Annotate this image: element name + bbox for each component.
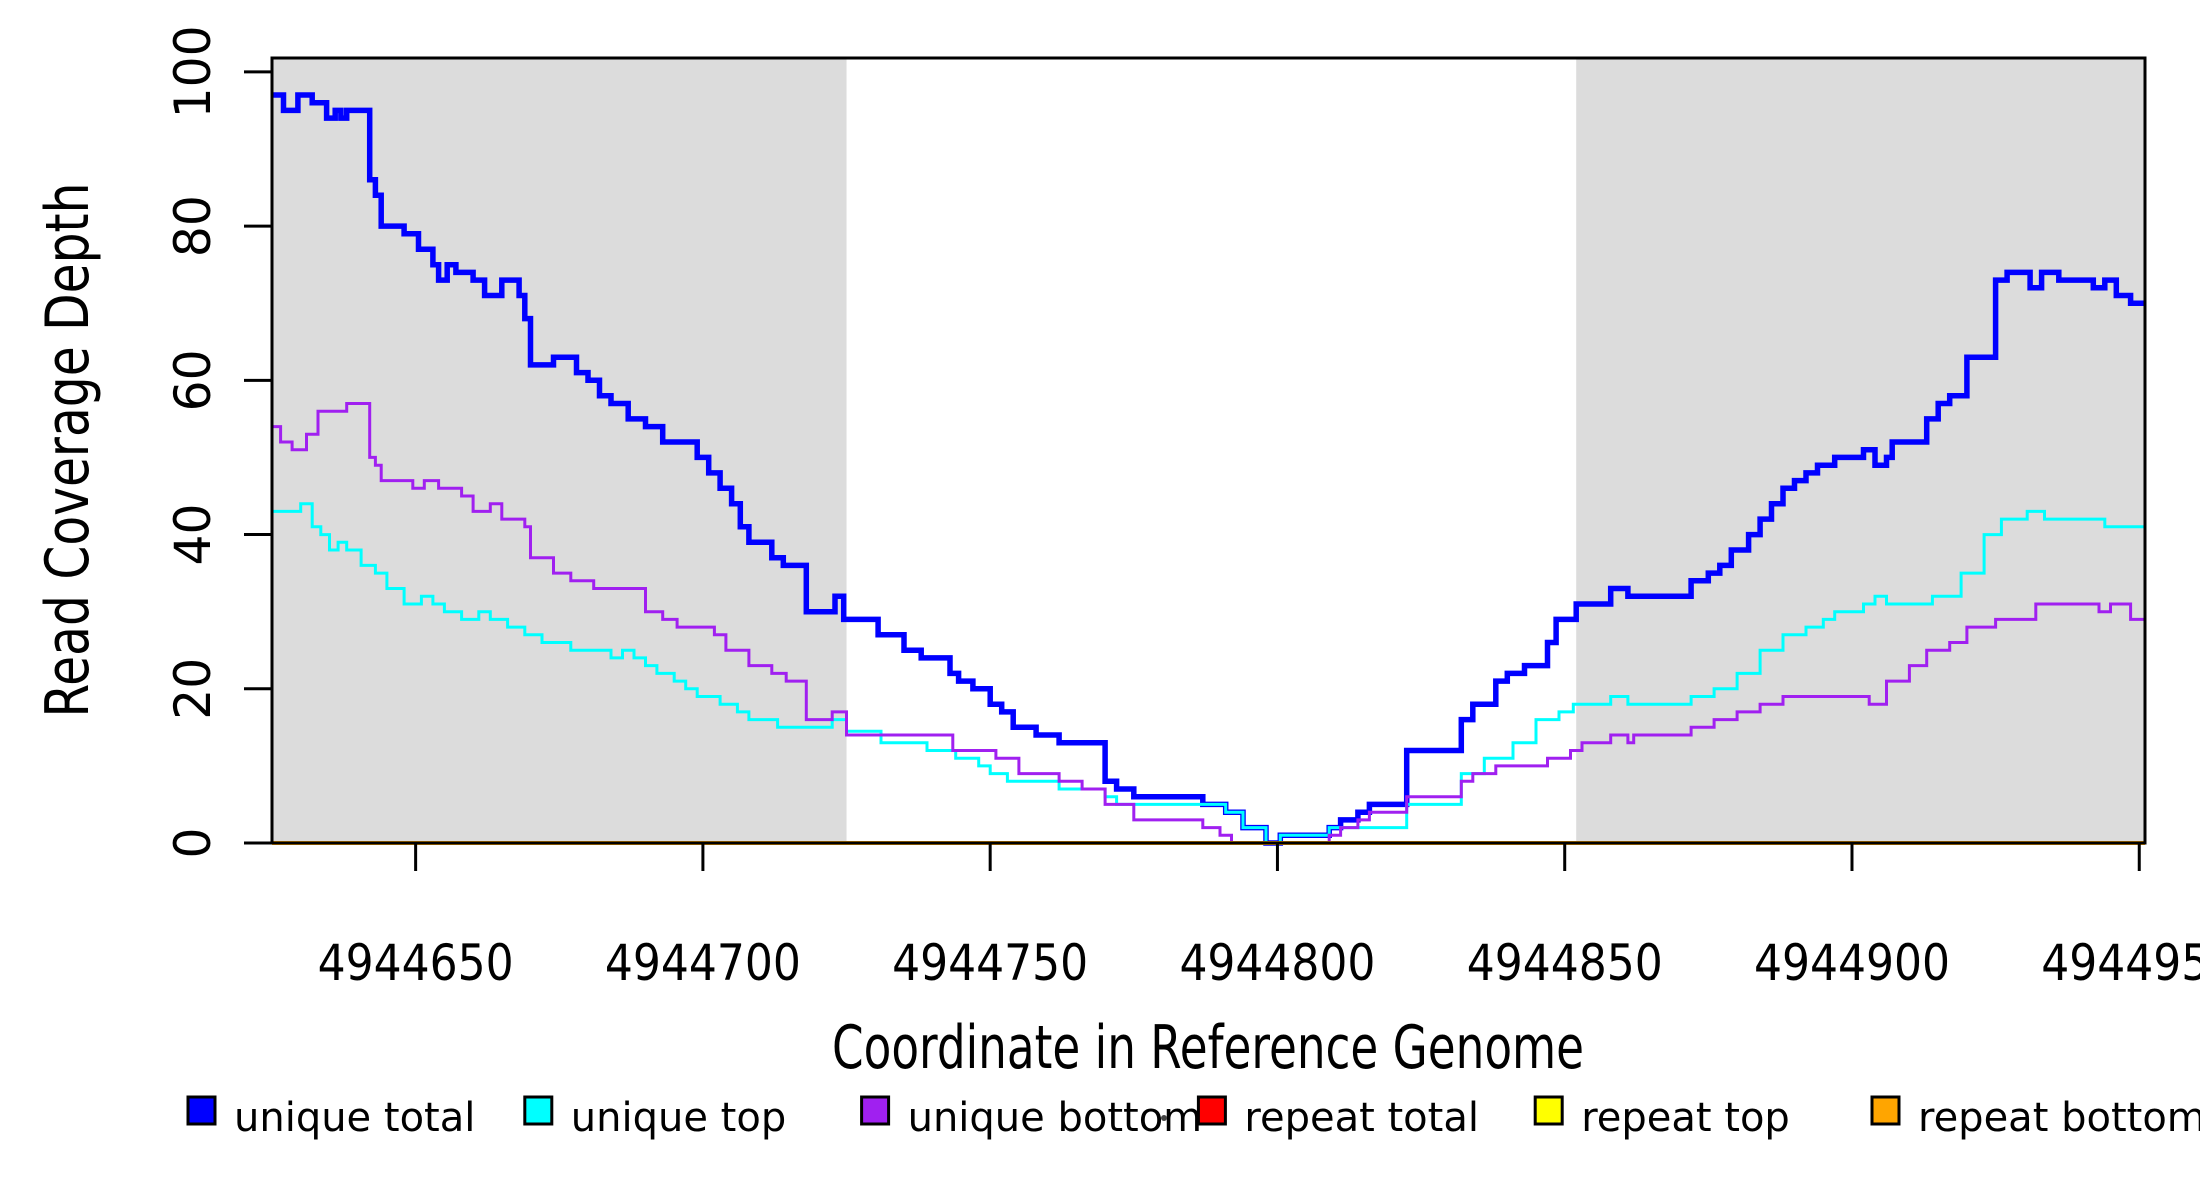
series-line-unique-total [272,92,2145,846]
shaded-region [272,58,847,843]
legend-swatch-repeat-top [1533,1095,1564,1126]
shaded-region [1576,58,2145,843]
legend-swatch-unique-bottom [860,1095,891,1126]
x-axis-title: Coordinate in Reference Genome [832,1013,1584,1083]
legend-swatch-unique-top [523,1095,554,1126]
x-tick-label: 4944900 [1754,934,1950,992]
y-tick-label: 80 [164,195,222,257]
x-tick-label: 4944650 [318,934,514,992]
legend-item-unique-bottom: unique bottom [860,1095,1203,1141]
legend-label: repeat top [1581,1095,1790,1141]
legend-label: unique top [571,1095,786,1141]
series-line-unique-bottom [272,402,2145,845]
legend-item-repeat-total: repeat total [1196,1095,1479,1141]
y-tick-label: 100 [164,25,222,118]
legend-swatch-repeat-bottom [1870,1095,1901,1126]
legend-item-unique-total: unique total [186,1095,475,1141]
axes-layer: 4944650 4944700 4944750 4944800 4944850 49449… [164,25,2200,992]
x-tick-label: 4944800 [1179,934,1375,992]
x-tick-label: 4944700 [605,934,801,992]
legend-label: repeat bottom [1918,1095,2200,1141]
y-tick-label: 60 [164,349,222,411]
y-tick-label: 20 [164,658,222,720]
stray-dot-mark [1161,1115,1167,1121]
shaded-regions-layer [272,58,2145,843]
y-tick-label: 40 [164,504,222,566]
legend-item-unique-top: unique top [523,1095,786,1141]
legend: unique total unique top unique bottom repea… [186,1095,2200,1141]
legend-label: repeat total [1244,1095,1479,1141]
x-tick-label: 4944850 [1467,934,1663,992]
x-tick-label: 4944750 [892,934,1088,992]
plot-border-box [270,56,2147,845]
legend-swatch-repeat-total [1196,1095,1227,1126]
legend-item-repeat-top: repeat top [1533,1095,1790,1141]
legend-label: unique bottom [908,1095,1203,1141]
legend-item-repeat-bottom: repeat bottom [1870,1095,2200,1141]
series-line-unique-top [272,502,2145,845]
y-tick-label: 0 [164,828,222,859]
legend-label: unique total [234,1095,475,1141]
y-axis-title: Read Coverage Depth [33,183,103,718]
legend-swatch-unique-total [186,1095,217,1126]
